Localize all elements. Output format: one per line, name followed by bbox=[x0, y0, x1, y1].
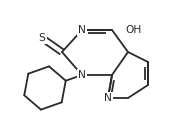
Text: OH: OH bbox=[126, 25, 142, 35]
Text: S: S bbox=[39, 33, 45, 43]
Text: N: N bbox=[78, 70, 86, 80]
Text: N: N bbox=[78, 25, 86, 35]
Text: N: N bbox=[104, 93, 112, 103]
